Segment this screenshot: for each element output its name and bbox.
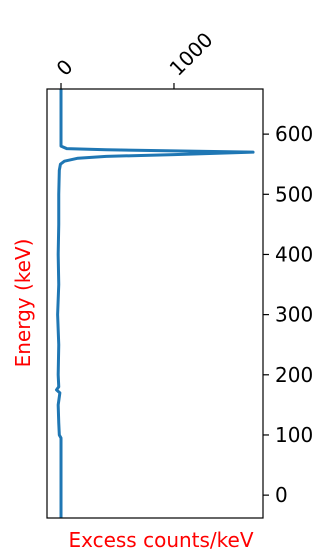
data-line bbox=[54, 89, 255, 518]
y-tick-label: 100 bbox=[275, 423, 313, 447]
y-tick-label: 300 bbox=[275, 303, 313, 327]
axes-frame bbox=[46, 88, 264, 519]
y-tick-label: 500 bbox=[275, 182, 313, 206]
x-axis-label: Excess counts/keV bbox=[68, 528, 253, 552]
y-tick-label: 200 bbox=[275, 363, 313, 387]
y-tick-label: 0 bbox=[275, 483, 288, 507]
x-tick-label: 0 bbox=[52, 55, 78, 81]
y-axis-label: Energy (keV) bbox=[11, 239, 35, 368]
y-tick-label: 600 bbox=[275, 122, 313, 146]
x-tick-label: 1000 bbox=[165, 28, 218, 81]
y-tick-label: 400 bbox=[275, 242, 313, 266]
